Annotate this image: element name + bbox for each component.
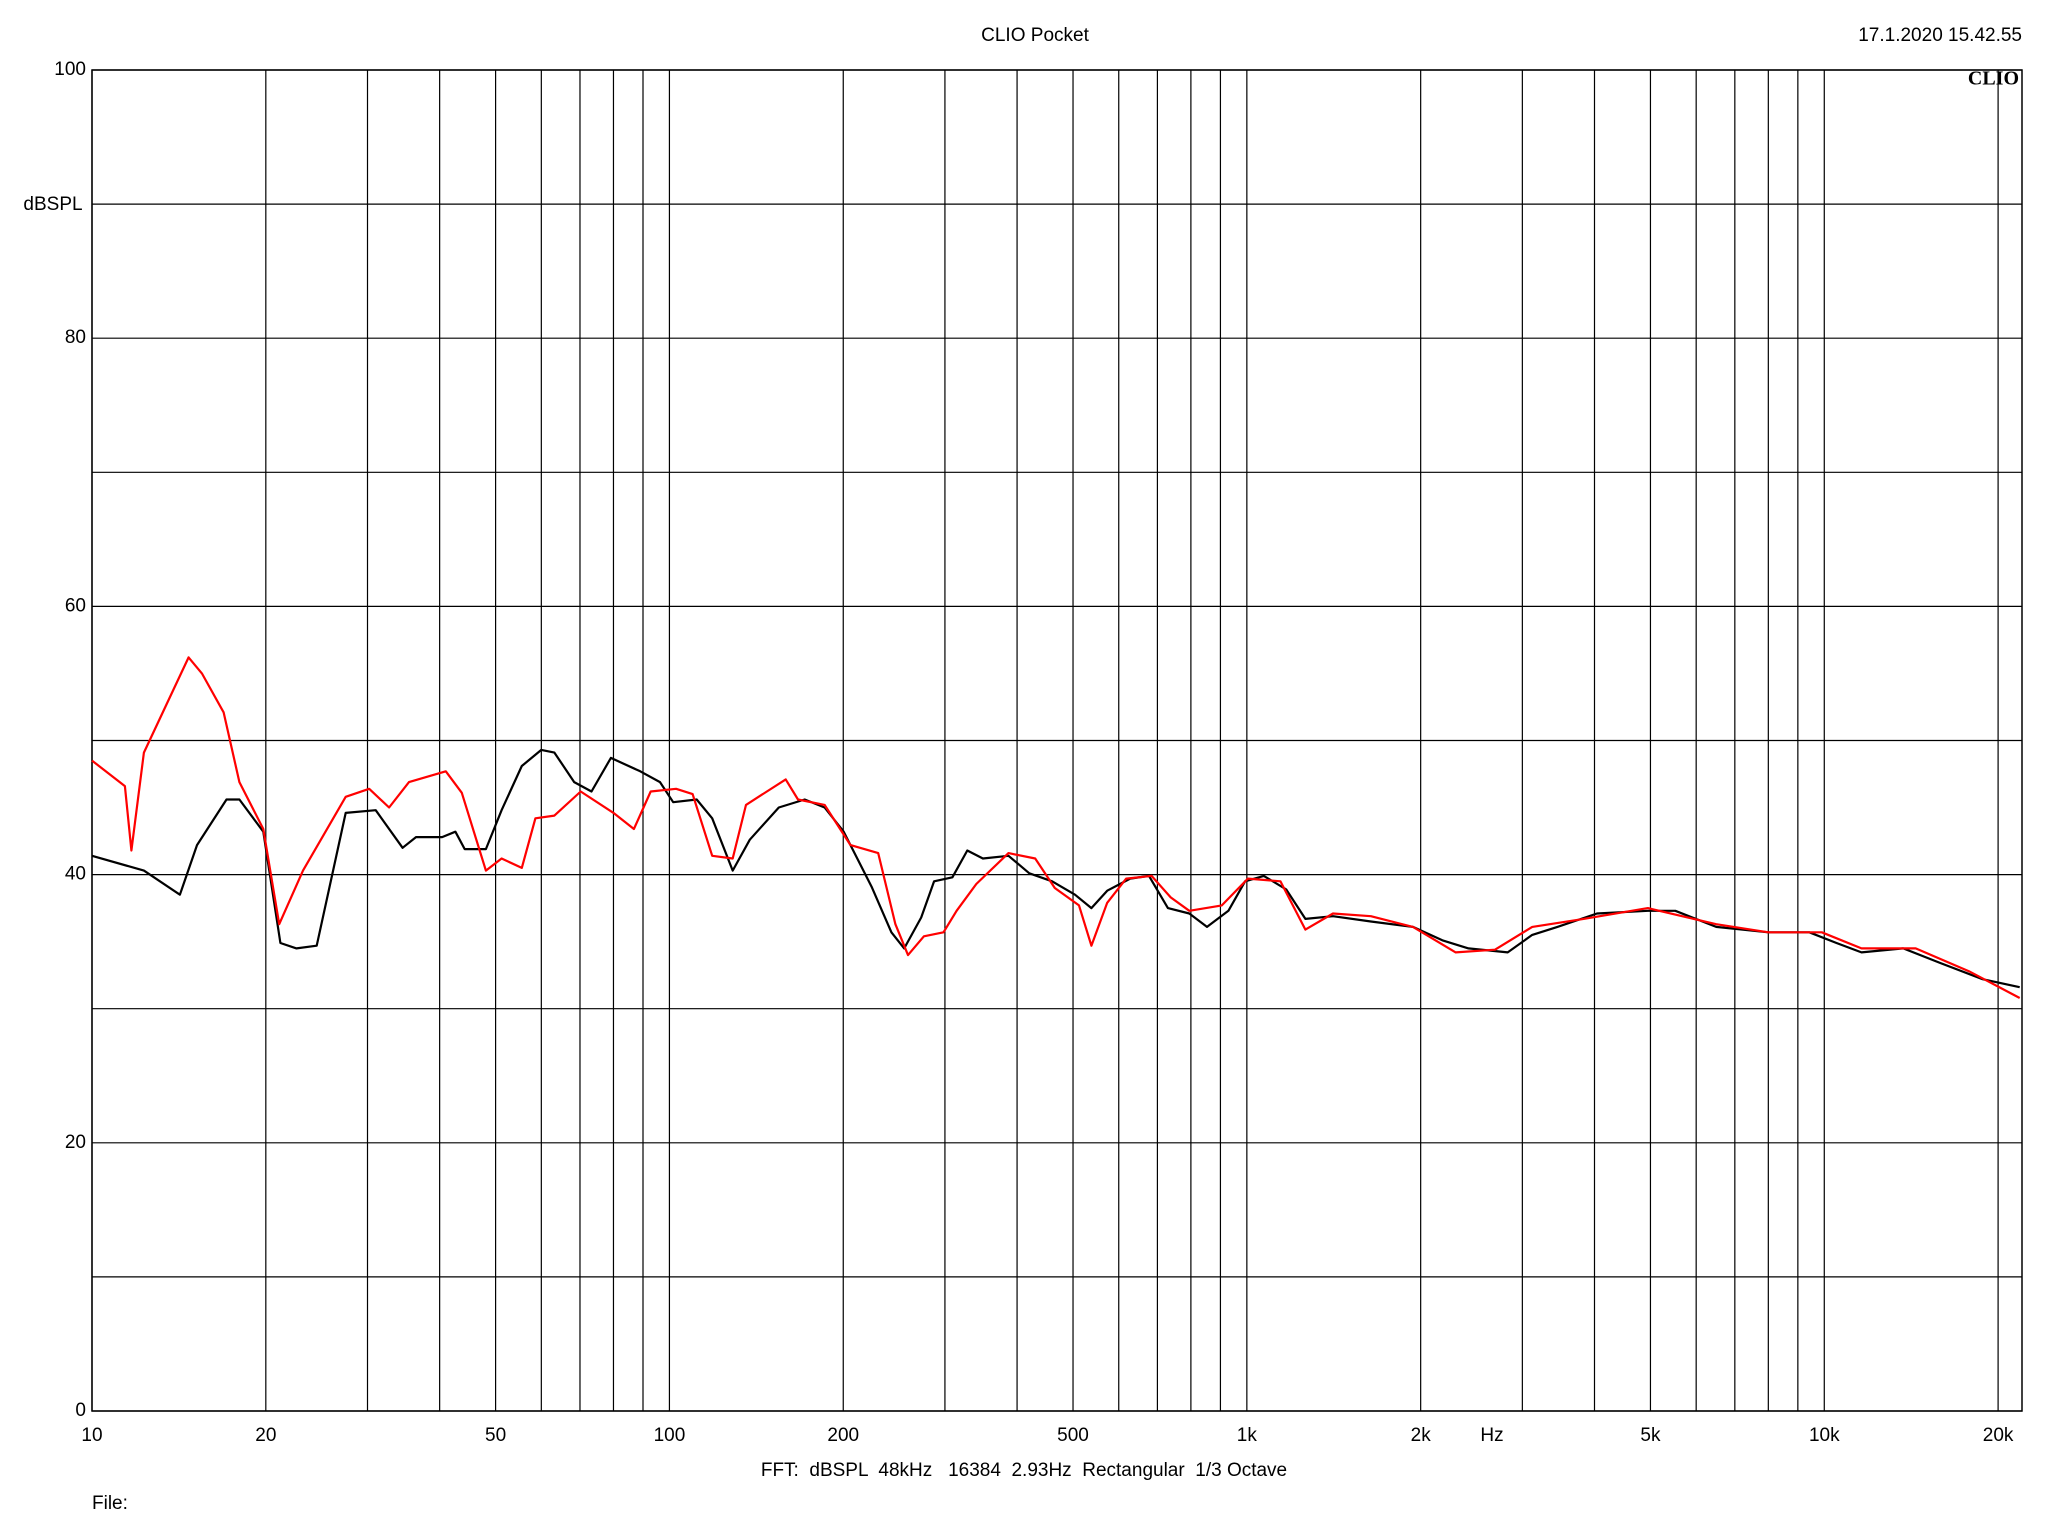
chart-title: CLIO Pocket (981, 25, 1089, 46)
footer: FFT: dBSPL 48kHz 16384 2.93Hz Rectangula… (761, 1460, 1287, 1481)
x-tick-label: 2k (1411, 1425, 1432, 1446)
x-tick-label: 5k (1640, 1425, 1661, 1446)
y-tick-label: 40 (65, 864, 86, 885)
x-tick-label: 10 (81, 1425, 102, 1446)
y-tick-label: 100 (54, 59, 86, 80)
y-axis-label: dBSPL (23, 194, 82, 215)
y-tick-label: 20 (65, 1132, 86, 1153)
x-tick-label: 20 (255, 1425, 276, 1446)
x-tick-label: 10k (1809, 1425, 1840, 1446)
y-tick-label: 60 (65, 595, 86, 616)
y-tick-label: 80 (65, 327, 86, 348)
y-tick-label: 0 (75, 1400, 86, 1421)
plot-frame (91, 69, 2023, 1412)
x-tick-label: 200 (827, 1425, 859, 1446)
series-line (91, 656, 2021, 999)
file-label: File: (92, 1493, 128, 1514)
logo: CLIO (1968, 68, 2019, 90)
series-line (91, 748, 2020, 989)
x-tick-label: 20k (1983, 1425, 2014, 1446)
x-axis-label: Hz (1480, 1425, 1503, 1446)
x-tick-label: 500 (1057, 1425, 1089, 1446)
x-tick-label: 1k (1237, 1425, 1258, 1446)
x-tick-label: 100 (654, 1425, 686, 1446)
timestamp: 17.1.2020 15.42.55 (1858, 25, 2022, 46)
x-tick-label: 50 (485, 1425, 506, 1446)
